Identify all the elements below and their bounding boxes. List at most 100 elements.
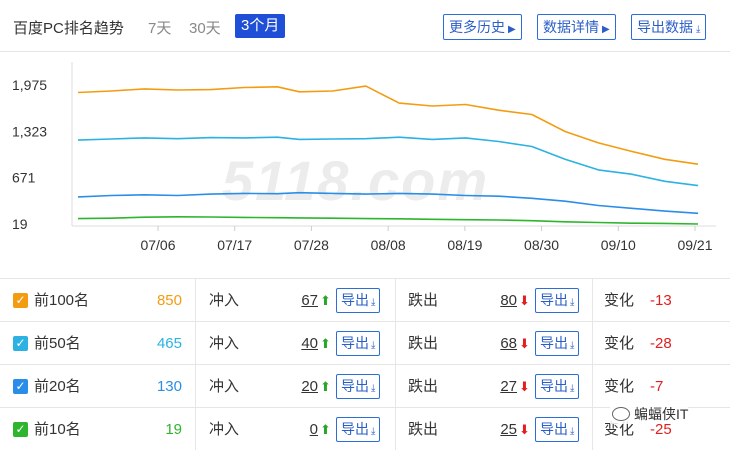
export-in-button[interactable]: 导出 ⤓ [336, 331, 381, 356]
header: 百度PC排名趋势 7天 30天 3个月 更多历史 ▶ 数据详情 ▶ 导出数据 ⤓ [0, 0, 730, 52]
range-30-days[interactable]: 30天 [189, 20, 221, 37]
arrow-down-icon: ⬇ [519, 293, 530, 308]
export-label: 导出 [341, 378, 369, 394]
in-label: 冲入 [209, 292, 240, 309]
download-icon: ⤓ [371, 297, 376, 308]
series-line-1 [77, 136, 699, 187]
export-in-button[interactable]: 导出 ⤓ [336, 288, 381, 313]
export-in-button[interactable]: 导出 ⤓ [336, 374, 381, 399]
in-label: 冲入 [209, 421, 240, 438]
export-label: 导出 [341, 421, 369, 437]
x-tick-label: 07/06 [140, 237, 175, 253]
data-detail-button[interactable]: 数据详情 ▶ [537, 14, 616, 40]
y-tick-group: 19 671 1,323 1,975 [12, 77, 47, 232]
out-value-link[interactable]: 68 [500, 335, 517, 352]
row-count: 850 [156, 292, 182, 309]
checkbox-icon[interactable]: ✓ [13, 293, 28, 308]
arrow-down-icon: ⬇ [519, 336, 530, 351]
download-icon: ⤓ [371, 383, 376, 394]
export-data-label: 导出数据 [637, 19, 693, 35]
y-tick-label: 19 [12, 216, 28, 232]
table-row: ✓ 前100名 850 冲入 67 ⬆ 导出 ⤓ 跌出 80 ⬇ 导出 ⤓ 变化 -… [0, 279, 730, 322]
x-tick-label: 07/28 [294, 237, 329, 253]
x-tick-label: 08/30 [524, 237, 559, 253]
brand-watermark: 蝙蝠侠IT [610, 404, 689, 424]
checkbox-icon[interactable]: ✓ [13, 336, 28, 351]
x-tick-group: 07/06 07/17 07/28 08/08 08/19 08/30 09/10 09/21 [140, 226, 713, 253]
series-line-2 [77, 191, 699, 215]
more-history-label: 更多历史 [449, 19, 505, 35]
in-value-link[interactable]: 40 [301, 335, 318, 352]
change-value: -7 [650, 378, 664, 395]
in-label: 冲入 [209, 378, 240, 395]
chart-svg: 19 671 1,323 1,975 07/06 07/17 07/28 08/08 08/1… [12, 62, 716, 253]
x-tick-label: 08/19 [447, 237, 482, 253]
range-3-months[interactable]: 3个月 [235, 14, 286, 38]
in-value-link[interactable]: 67 [301, 292, 318, 309]
arrow-up-icon: ⬆ [320, 336, 331, 351]
row-label: 前10名 [34, 421, 81, 438]
export-in-button[interactable]: 导出 ⤓ [336, 417, 381, 442]
page-title: 百度PC排名趋势 [13, 20, 124, 37]
change-label: 变化 [604, 421, 635, 438]
range-7-days[interactable]: 7天 [148, 20, 172, 37]
table-row: ✓ 前20名 130 冲入 20 ⬆ 导出 ⤓ 跌出 27 ⬇ 导出 ⤓ 变化 -7 [0, 365, 730, 408]
table-row: ✓ 前10名 19 冲入 0 ⬆ 导出 ⤓ 跌出 25 ⬇ 导出 ⤓ 变化 -25 [0, 408, 730, 450]
row-label: 前50名 [34, 335, 81, 352]
y-tick-label: 671 [12, 170, 36, 186]
series-group [77, 85, 699, 225]
download-icon: ⤓ [371, 426, 376, 437]
row-label: 前20名 [34, 378, 81, 395]
export-out-button[interactable]: 导出 ⤓ [535, 288, 580, 313]
export-label: 导出 [540, 292, 568, 308]
download-icon: ⤓ [570, 297, 575, 308]
x-tick-label: 09/10 [601, 237, 636, 253]
in-value-link[interactable]: 0 [309, 421, 318, 438]
export-out-button[interactable]: 导出 ⤓ [535, 417, 580, 442]
change-value: -25 [650, 421, 672, 438]
download-icon: ⤓ [570, 383, 575, 394]
out-value-link[interactable]: 27 [500, 378, 517, 395]
export-label: 导出 [341, 335, 369, 351]
checkbox-icon[interactable]: ✓ [13, 422, 28, 437]
table-row: ✓ 前50名 465 冲入 40 ⬆ 导出 ⤓ 跌出 68 ⬇ 导出 ⤓ 变化 -2… [0, 322, 730, 365]
arrow-down-icon: ⬇ [519, 422, 530, 437]
play-icon: ▶ [602, 24, 610, 35]
export-out-button[interactable]: 导出 ⤓ [535, 374, 580, 399]
change-value: -28 [650, 335, 672, 352]
series-line-0 [77, 85, 699, 165]
row-count: 465 [156, 335, 182, 352]
export-data-button[interactable]: 导出数据 ⤓ [631, 14, 707, 40]
x-tick-label: 08/08 [371, 237, 406, 253]
out-label: 跌出 [408, 335, 439, 352]
x-tick-label: 09/21 [677, 237, 712, 253]
series-line-3 [77, 216, 699, 225]
in-value-link[interactable]: 20 [301, 378, 318, 395]
arrow-down-icon: ⬇ [519, 379, 530, 394]
arrow-up-icon: ⬆ [320, 379, 331, 394]
change-label: 变化 [604, 335, 635, 352]
y-tick-label: 1,975 [12, 77, 47, 93]
out-label: 跌出 [408, 378, 439, 395]
data-detail-label: 数据详情 [543, 19, 599, 35]
row-count: 130 [156, 378, 182, 395]
brand-text: 蝙蝠侠IT [634, 406, 689, 422]
download-icon: ⤓ [696, 24, 701, 35]
download-icon: ⤓ [371, 340, 376, 351]
export-out-button[interactable]: 导出 ⤓ [535, 331, 580, 356]
more-history-button[interactable]: 更多历史 ▶ [443, 14, 522, 40]
ranking-table: ✓ 前100名 850 冲入 67 ⬆ 导出 ⤓ 跌出 80 ⬇ 导出 ⤓ 变化 -… [0, 278, 730, 450]
export-label: 导出 [540, 421, 568, 437]
out-value-link[interactable]: 80 [500, 292, 517, 309]
download-icon: ⤓ [570, 340, 575, 351]
download-icon: ⤓ [570, 426, 575, 437]
row-label: 前100名 [34, 292, 90, 309]
arrow-up-icon: ⬆ [320, 293, 331, 308]
checkbox-icon[interactable]: ✓ [13, 379, 28, 394]
out-value-link[interactable]: 25 [500, 421, 517, 438]
change-label: 变化 [604, 292, 635, 309]
watermark: 5118.com [222, 149, 490, 212]
in-label: 冲入 [209, 335, 240, 352]
out-label: 跌出 [408, 292, 439, 309]
change-value: -13 [650, 292, 672, 309]
